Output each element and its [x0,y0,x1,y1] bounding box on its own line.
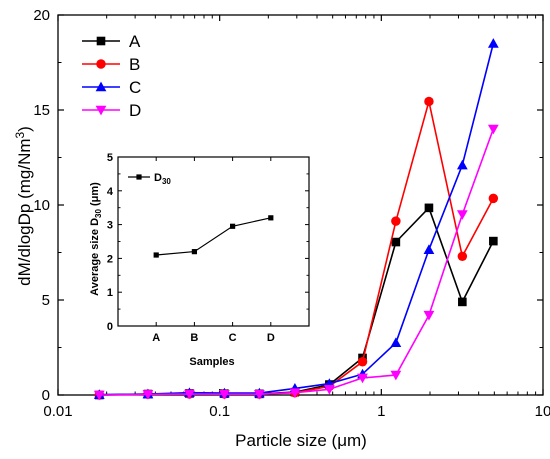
main-y-tick-label: 15 [33,102,50,119]
inset-y-tick-label: 4 [107,186,114,198]
series-b-point [424,96,434,107]
legend-b-marker [96,59,106,69]
main-y-tick-label: 5 [42,292,50,309]
series-b-point [488,193,499,204]
main-y-tick-label: 10 [33,197,50,214]
main-y-tick-label: 20 [33,7,50,24]
series-d-line [99,128,495,396]
inset-x-tick-label: D [267,332,275,344]
main-y-tick-label: 0 [42,387,50,404]
inset-series-d30-point [191,249,197,255]
series-b-point [391,216,401,226]
legend-a-label: A [129,32,141,51]
series-d-point [142,390,154,400]
series-d-point [253,389,265,400]
legend-d-marker [95,105,107,116]
inset-series-d30-line [156,217,271,256]
series-b-point [357,357,368,367]
series-d-point [219,389,230,400]
series-d-point [323,385,335,395]
inset-x-tick-label: A [152,332,160,344]
main-series-layer [93,38,499,401]
series-b-point [457,251,468,262]
series-d-point [487,124,499,135]
series-d-point [390,370,402,381]
series-c-line [99,43,495,396]
series-d-point [93,390,105,401]
inset-legend: D30 [128,172,171,186]
inset-series-layer [153,215,274,258]
legend-d-label: D [129,101,141,120]
inset-x-tick-label: C [229,332,237,344]
series-c-point [487,38,499,48]
series-a-point [458,297,467,307]
main-y-axis-title: dM/dlogDp (mg/Nm3) [13,126,34,286]
inset-x-tick-label: B [190,332,198,344]
inset-series-d30-point [230,223,236,229]
series-d-point [423,310,435,321]
series-d-point [357,373,368,384]
main-x-tick-label: 10 [535,403,550,420]
series-c-point [390,337,402,348]
inset-series-d30-point [268,215,274,221]
inset-y-tick-label: 1 [107,287,113,299]
inset-legend-marker [136,174,142,180]
inset-axes: 0 1 2 3 4 5 A B C D [107,152,310,344]
inset-series-d30-point [153,252,159,258]
legend-c-marker [95,81,107,92]
series-c-point [456,159,468,170]
series-d-point [456,210,468,220]
series-a-point [489,236,498,246]
main-x-axis-title: Particle size (μm) [235,431,367,450]
inset-y-tick-label: 3 [107,220,113,232]
inset-legend-label: D30 [154,172,171,186]
inset-y-tick-label: 0 [107,321,113,333]
legend-b-label: B [129,55,140,74]
series-c-point [423,244,435,254]
main-x-tick-label: 0.01 [43,403,72,420]
legend-c-label: C [129,78,141,97]
main-x-tick-label: 0.1 [209,403,230,420]
main-x-tick-label: 1 [377,403,385,420]
inset-y-tick-label: 2 [107,253,113,265]
series-d-point [289,388,301,399]
series-a-point [424,203,434,213]
legend-a-marker [96,36,106,46]
series-d-point [184,389,195,400]
inset-y-tick-label: 5 [107,152,113,164]
series-a-point [391,237,401,247]
inset-y-axis-title: Average size D30 (μm) [89,182,103,296]
inset-x-axis-title: Samples [189,356,234,368]
